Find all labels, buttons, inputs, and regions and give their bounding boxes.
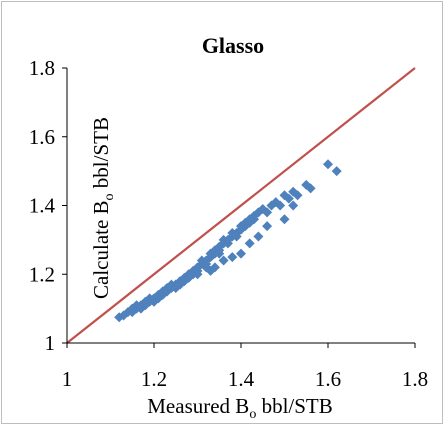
data-point: [183, 269, 194, 280]
data-point: [214, 248, 225, 259]
data-point: [323, 159, 333, 170]
y-tick-label: 1.4: [29, 194, 56, 218]
data-point: [249, 214, 260, 225]
data-point: [227, 252, 238, 263]
y-tick-label: 1: [45, 331, 56, 355]
x-tick-label: 1.6: [315, 367, 341, 391]
chart-title: Glasso: [202, 33, 264, 58]
y-tick-label: 1.2: [29, 262, 55, 286]
y-tick-labels: 1 1.2 1.4 1.6 1.8: [29, 56, 67, 355]
data-point: [283, 193, 294, 204]
data-point: [170, 279, 181, 290]
data-points: [114, 159, 342, 323]
data-point: [288, 200, 299, 211]
x-tick-label: 1: [62, 367, 73, 391]
data-point: [253, 231, 264, 242]
data-point: [157, 286, 168, 297]
x-axis-label: Measured Bo bbl/STB: [147, 394, 333, 422]
data-point: [236, 248, 246, 259]
data-point: [331, 166, 342, 177]
data-point: [292, 190, 303, 201]
data-point: [262, 221, 273, 232]
data-point: [279, 214, 290, 225]
data-point: [192, 269, 203, 280]
x-tick-labels: 1 1.2 1.4 1.6 1.8: [62, 343, 428, 391]
data-point: [305, 183, 316, 194]
data-point: [222, 238, 233, 249]
y-tick-label: 1.6: [29, 125, 55, 149]
x-tick-label: 1.4: [228, 367, 255, 391]
data-point: [209, 262, 220, 273]
data-point: [275, 200, 286, 211]
data-point: [201, 262, 212, 273]
data-point: [231, 231, 242, 242]
y-tick-label: 1.8: [29, 56, 55, 80]
data-point: [244, 238, 255, 249]
x-tick-label: 1.2: [141, 367, 167, 391]
x-tick-label: 1.8: [402, 367, 428, 391]
y-axis-label: Calculate Bo bbl/STB: [89, 117, 117, 299]
data-point: [218, 255, 229, 266]
reference-line: [66, 67, 416, 344]
data-point: [262, 207, 273, 218]
